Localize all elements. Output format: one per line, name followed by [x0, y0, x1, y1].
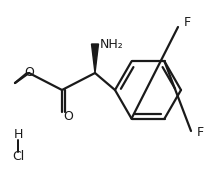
Text: H: H	[13, 128, 23, 142]
Polygon shape	[91, 44, 99, 73]
Text: F: F	[184, 15, 191, 29]
Text: F: F	[197, 127, 204, 140]
Text: NH₂: NH₂	[100, 37, 124, 51]
Text: O: O	[63, 109, 73, 122]
Text: O: O	[24, 65, 34, 78]
Text: Cl: Cl	[12, 150, 24, 164]
